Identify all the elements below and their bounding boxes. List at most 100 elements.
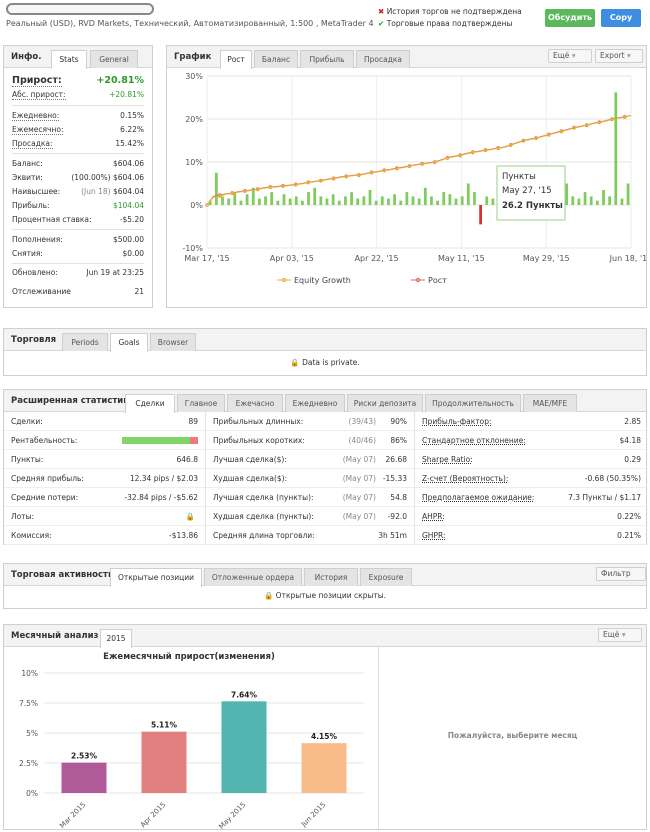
- daily-bar: [442, 192, 446, 205]
- daily-bar: [258, 198, 261, 205]
- interest-row: Процентная ставка: -$5.20: [12, 215, 144, 224]
- monthly-analysis-panel: Месячный анализ 2015 Ещё ▾ Ежемесячный п…: [3, 624, 647, 830]
- daily-bar: [565, 183, 569, 205]
- stat-value: 12.34 pips / $2.03: [129, 474, 198, 483]
- tab-pending-orders[interactable]: Отложенные ордера: [204, 568, 302, 586]
- daily-bar: [208, 200, 212, 205]
- tooltip-title: Пункты: [502, 172, 536, 182]
- stat-cell: Лучшая сделка (пункты): 54.8 (May 07): [206, 488, 415, 507]
- tab-trades[interactable]: Сделки: [125, 394, 175, 413]
- stat-label: Лучшая сделка($):: [213, 455, 287, 464]
- tab-goals[interactable]: Goals: [110, 333, 148, 352]
- tab-mae-mfe[interactable]: MAE/MFE: [523, 394, 577, 412]
- stat-cell: Лоты: 🔒: [4, 507, 206, 526]
- tab-risk[interactable]: Риски депозита: [347, 394, 423, 412]
- chevron-down-icon: ▾: [571, 51, 576, 60]
- series-point: [357, 173, 361, 178]
- stat-label: Худшая сделка (пункты):: [213, 512, 314, 521]
- tab-summary[interactable]: Главное: [177, 394, 225, 412]
- tab-general[interactable]: General: [90, 50, 138, 68]
- tab-year-2015[interactable]: 2015: [100, 629, 132, 648]
- graph-more-button[interactable]: Ещё ▾: [548, 49, 592, 63]
- tab-exposure[interactable]: Exposure: [360, 568, 412, 586]
- balance-row: Баланс: $604.06: [12, 159, 144, 168]
- filter-button[interactable]: Фильтр: [596, 567, 646, 581]
- series-point: [572, 126, 576, 130]
- tab-balance[interactable]: Баланс: [254, 50, 298, 68]
- tab-growth[interactable]: Рост: [220, 50, 252, 69]
- profitability-bar: [122, 437, 198, 444]
- stat-cell: Комиссия: -$13.86: [4, 526, 206, 545]
- series-point: [483, 148, 488, 153]
- monthly-more-button[interactable]: Ещё ▾: [598, 628, 642, 642]
- graph-export-button[interactable]: Export ▾: [595, 49, 643, 63]
- legend-growth-marker: [415, 277, 421, 283]
- account-name-redacted: [6, 3, 154, 15]
- stat-label: Средние потери:: [11, 493, 79, 502]
- series-point: [496, 146, 500, 151]
- stat-value: -15.33: [382, 474, 407, 483]
- tab-history[interactable]: История: [304, 568, 358, 586]
- daily-bar: [620, 198, 624, 205]
- stat-value: 0.22%: [617, 512, 641, 521]
- lock-icon: 🔒: [263, 591, 274, 600]
- tab-drawdown[interactable]: Просадка: [356, 50, 410, 68]
- stat-label: GHPR:: [422, 531, 446, 540]
- copy-button[interactable]: Copy: [601, 9, 641, 27]
- daily-bar: [405, 192, 409, 205]
- stat-cell: Худшая сделка($): -15.33 (May 07): [206, 469, 415, 488]
- stat-cell: Худшая сделка (пункты): -92.0 (May 07): [206, 507, 415, 526]
- private-message: 🔒 Data is private.: [290, 358, 360, 367]
- tab-daily[interactable]: Ежедневно: [285, 394, 345, 412]
- series-point: [521, 139, 526, 143]
- advanced-stats-panel: Расширенная статистика Сделки Главное Еж…: [3, 389, 648, 545]
- tab-stats[interactable]: Stats: [51, 50, 87, 69]
- daily-bar: [319, 196, 323, 205]
- y-tick-label: 7.5%: [19, 699, 38, 708]
- series-point: [255, 187, 260, 192]
- trading-title: Торговля: [11, 335, 57, 345]
- trading-activity-panel: Торговая активность Открытые позиции Отл…: [3, 563, 647, 609]
- tab-periods[interactable]: Periods: [62, 333, 108, 351]
- daily-bar: [460, 196, 464, 205]
- daily-bar: [399, 200, 403, 205]
- abs-gain-row: Абс. прирост: +20.81%: [12, 90, 144, 100]
- stat-value: -92.0: [387, 512, 407, 521]
- stat-value: -32.84 pips / -$5.62: [124, 493, 198, 502]
- stat-label: Лоты:: [11, 512, 35, 521]
- stat-cell: Средние потери: -32.84 pips / -$5.62: [4, 488, 206, 507]
- tab-hourly[interactable]: Ежечасно: [227, 394, 283, 412]
- lock-icon: 🔒: [290, 358, 300, 367]
- daily-bar: [288, 198, 292, 205]
- stat-cell: GHPR: 0.21%: [415, 526, 648, 545]
- daily-bar: [602, 189, 605, 205]
- stat-cell: Лучшая сделка($): 26.68 (May 07): [206, 450, 415, 469]
- tab-open-positions[interactable]: Открытые позиции: [110, 568, 202, 587]
- series-point: [445, 156, 450, 160]
- stat-value: 26.68: [385, 455, 407, 464]
- stat-detail: (May 07): [342, 493, 376, 502]
- tab-profit[interactable]: Прибыль: [300, 50, 354, 68]
- monthly-chart: Ежемесячный прирост(изменения) 10% 7.5% 5% 2…: [19, 652, 364, 829]
- stat-label: Пункты:: [11, 455, 44, 464]
- stat-cell: Прибыльных коротких: 86% (40/46): [206, 431, 415, 450]
- discuss-button[interactable]: Обсудить: [545, 9, 595, 27]
- stat-value: 89: [188, 417, 198, 426]
- daily-bar: [374, 200, 378, 205]
- cross-icon: ✖: [378, 7, 385, 16]
- tab-browser[interactable]: Browser: [150, 333, 196, 351]
- deposits-row: Пополнения: $500.00: [12, 235, 144, 244]
- stat-detail: (May 07): [342, 474, 376, 483]
- series-point: [268, 185, 273, 190]
- tab-duration[interactable]: Продолжительность: [425, 394, 521, 412]
- daily-bar: [411, 196, 415, 205]
- series-point: [458, 153, 462, 158]
- legend-equity-label: Equity Growth: [294, 276, 351, 285]
- stat-value: 7.3 Пункты / $1.17: [568, 493, 641, 502]
- stat-label: Sharpe Ratio:: [422, 455, 473, 464]
- series-point: [470, 150, 475, 155]
- month-bar: [301, 743, 347, 793]
- stat-value: 2.85: [624, 417, 641, 426]
- daily-row: Ежедневно: 0.15%: [12, 111, 144, 121]
- series-point: [584, 123, 589, 128]
